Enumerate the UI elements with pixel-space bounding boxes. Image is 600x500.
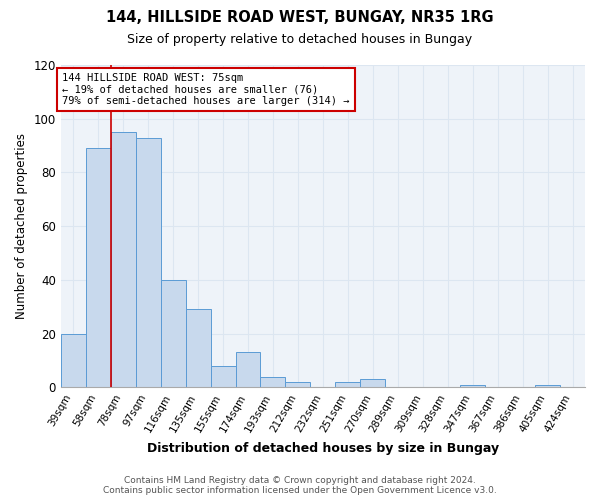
Text: 144 HILLSIDE ROAD WEST: 75sqm
← 19% of detached houses are smaller (76)
79% of s: 144 HILLSIDE ROAD WEST: 75sqm ← 19% of d… (62, 73, 350, 106)
Bar (185, 310, 211, 388)
Text: 144, HILLSIDE ROAD WEST, BUNGAY, NR35 1RG: 144, HILLSIDE ROAD WEST, BUNGAY, NR35 1R… (106, 10, 494, 25)
Bar (136, 138, 161, 388)
Text: Size of property relative to detached houses in Bungay: Size of property relative to detached ho… (127, 32, 473, 46)
Text: Contains HM Land Registry data © Crown copyright and database right 2024.
Contai: Contains HM Land Registry data © Crown c… (103, 476, 497, 495)
Bar (286, 382, 310, 388)
Bar (335, 382, 361, 388)
Bar (236, 352, 260, 388)
Bar (460, 384, 485, 388)
Bar (161, 280, 185, 388)
Y-axis label: Number of detached properties: Number of detached properties (15, 133, 28, 319)
Bar (61, 334, 86, 388)
X-axis label: Distribution of detached houses by size in Bungay: Distribution of detached houses by size … (147, 442, 499, 455)
Bar (361, 380, 385, 388)
Bar (211, 366, 236, 388)
Bar (260, 376, 286, 388)
Bar (111, 132, 136, 388)
Bar (535, 384, 560, 388)
Bar (86, 148, 111, 388)
